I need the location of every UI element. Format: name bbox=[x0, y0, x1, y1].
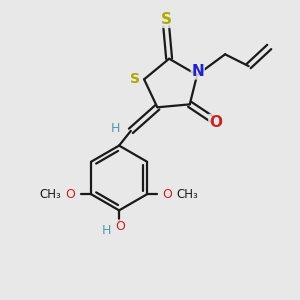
Text: N: N bbox=[191, 64, 204, 79]
Text: H: H bbox=[102, 224, 111, 238]
Text: CH₃: CH₃ bbox=[177, 188, 198, 201]
Text: O: O bbox=[116, 220, 125, 233]
Text: O: O bbox=[209, 115, 222, 130]
Text: O: O bbox=[66, 188, 75, 201]
Text: S: S bbox=[130, 72, 140, 86]
Text: S: S bbox=[161, 12, 172, 27]
Text: CH₃: CH₃ bbox=[40, 188, 62, 201]
Text: H: H bbox=[111, 122, 121, 135]
Text: O: O bbox=[163, 188, 172, 201]
